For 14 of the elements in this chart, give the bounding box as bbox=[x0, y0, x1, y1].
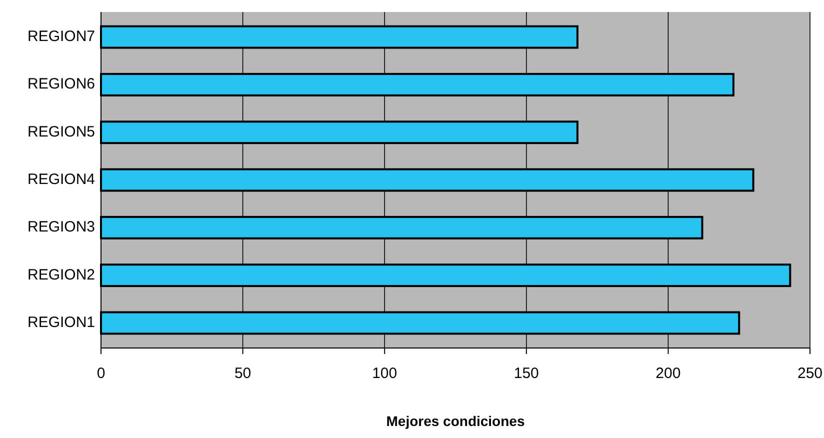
y-tick-label: REGION6 bbox=[27, 76, 95, 93]
x-tick-label: 250 bbox=[797, 365, 823, 382]
x-tick-label: 50 bbox=[234, 365, 252, 382]
y-tick-label: REGION5 bbox=[27, 123, 95, 140]
x-tick-label: 100 bbox=[372, 365, 398, 382]
y-tick-label: REGION7 bbox=[27, 28, 95, 45]
x-tick-label: 0 bbox=[96, 365, 106, 382]
y-tick-label: REGION2 bbox=[27, 266, 95, 284]
y-tick-label: REGION3 bbox=[27, 218, 95, 236]
x-axis-title: Mejores condiciones bbox=[386, 413, 525, 429]
y-tick-label: REGION4 bbox=[27, 170, 95, 188]
y-tick-label: REGION1 bbox=[27, 314, 95, 331]
x-tick-label: 150 bbox=[514, 365, 539, 382]
x-tick-label: 200 bbox=[656, 365, 681, 382]
